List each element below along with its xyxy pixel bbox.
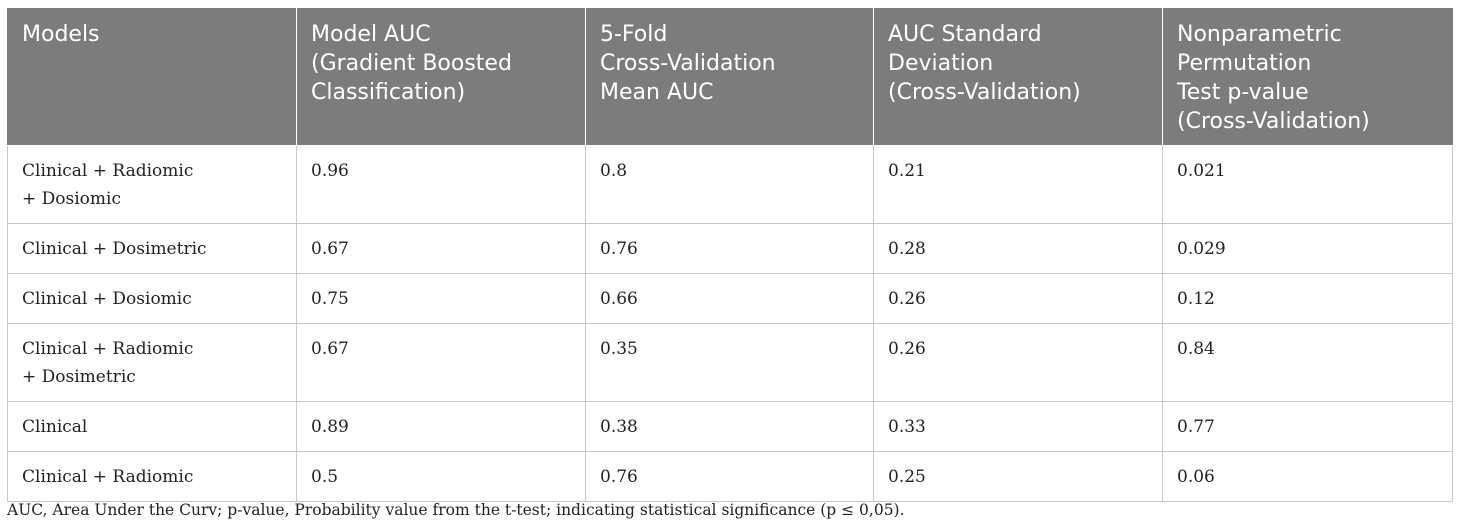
cell-p-value: 0.021 (1162, 145, 1453, 224)
cell-cv-mean-auc: 0.76 (585, 223, 874, 274)
table-row: Clinical 0.89 0.38 0.33 0.77 (7, 401, 1453, 452)
cell-model-auc: 0.96 (296, 145, 586, 224)
cell-p-value: 0.77 (1162, 401, 1453, 452)
table-row: Clinical + Radiomic + Dosiomic 0.96 0.8 … (7, 145, 1453, 224)
cell-cv-mean-auc: 0.66 (585, 273, 874, 324)
cell-model: Clinical + Dosiomic (7, 273, 297, 324)
cell-p-value: 0.12 (1162, 273, 1453, 324)
cell-model: Clinical + Radiomic (7, 451, 297, 502)
cell-model-auc: 0.89 (296, 401, 586, 452)
cell-model-auc: 0.5 (296, 451, 586, 502)
table-row: Clinical + Dosiomic 0.75 0.66 0.26 0.12 (7, 273, 1453, 324)
cell-auc-std: 0.26 (873, 273, 1163, 324)
cell-cv-mean-auc: 0.8 (585, 145, 874, 224)
cell-auc-std: 0.26 (873, 323, 1163, 402)
table-footnote: AUC, Area Under the Curv; p-value, Proba… (7, 501, 905, 519)
header-p-value: Nonparametric Permutation Test p-value (… (1162, 8, 1453, 146)
cell-model-auc: 0.67 (296, 223, 586, 274)
header-row: Models Model AUC (Gradient Boosted Class… (7, 8, 1453, 146)
cell-p-value: 0.06 (1162, 451, 1453, 502)
header-models: Models (7, 8, 297, 146)
cell-cv-mean-auc: 0.38 (585, 401, 874, 452)
table-row: Clinical + Radiomic + Dosimetric 0.67 0.… (7, 323, 1453, 402)
cell-p-value: 0.029 (1162, 223, 1453, 274)
cell-cv-mean-auc: 0.35 (585, 323, 874, 402)
cell-model: Clinical + Radiomic + Dosiomic (7, 145, 297, 224)
table-row: Clinical + Dosimetric 0.67 0.76 0.28 0.0… (7, 223, 1453, 274)
table-row: Clinical + Radiomic 0.5 0.76 0.25 0.06 (7, 451, 1453, 502)
cell-model: Clinical (7, 401, 297, 452)
cell-model-auc: 0.67 (296, 323, 586, 402)
results-table: Models Model AUC (Gradient Boosted Class… (7, 8, 1453, 502)
cell-auc-std: 0.21 (873, 145, 1163, 224)
cell-model: Clinical + Dosimetric (7, 223, 297, 274)
header-cv-mean-auc: 5-Fold Cross-Validation Mean AUC (585, 8, 874, 146)
cell-model: Clinical + Radiomic + Dosimetric (7, 323, 297, 402)
results-table-container: Models Model AUC (Gradient Boosted Class… (7, 8, 1453, 502)
cell-auc-std: 0.25 (873, 451, 1163, 502)
cell-auc-std: 0.33 (873, 401, 1163, 452)
cell-p-value: 0.84 (1162, 323, 1453, 402)
cell-model-auc: 0.75 (296, 273, 586, 324)
header-model-auc: Model AUC (Gradient Boosted Classificati… (296, 8, 586, 146)
cell-cv-mean-auc: 0.76 (585, 451, 874, 502)
cell-auc-std: 0.28 (873, 223, 1163, 274)
header-auc-std: AUC Standard Deviation (Cross-Validation… (873, 8, 1163, 146)
